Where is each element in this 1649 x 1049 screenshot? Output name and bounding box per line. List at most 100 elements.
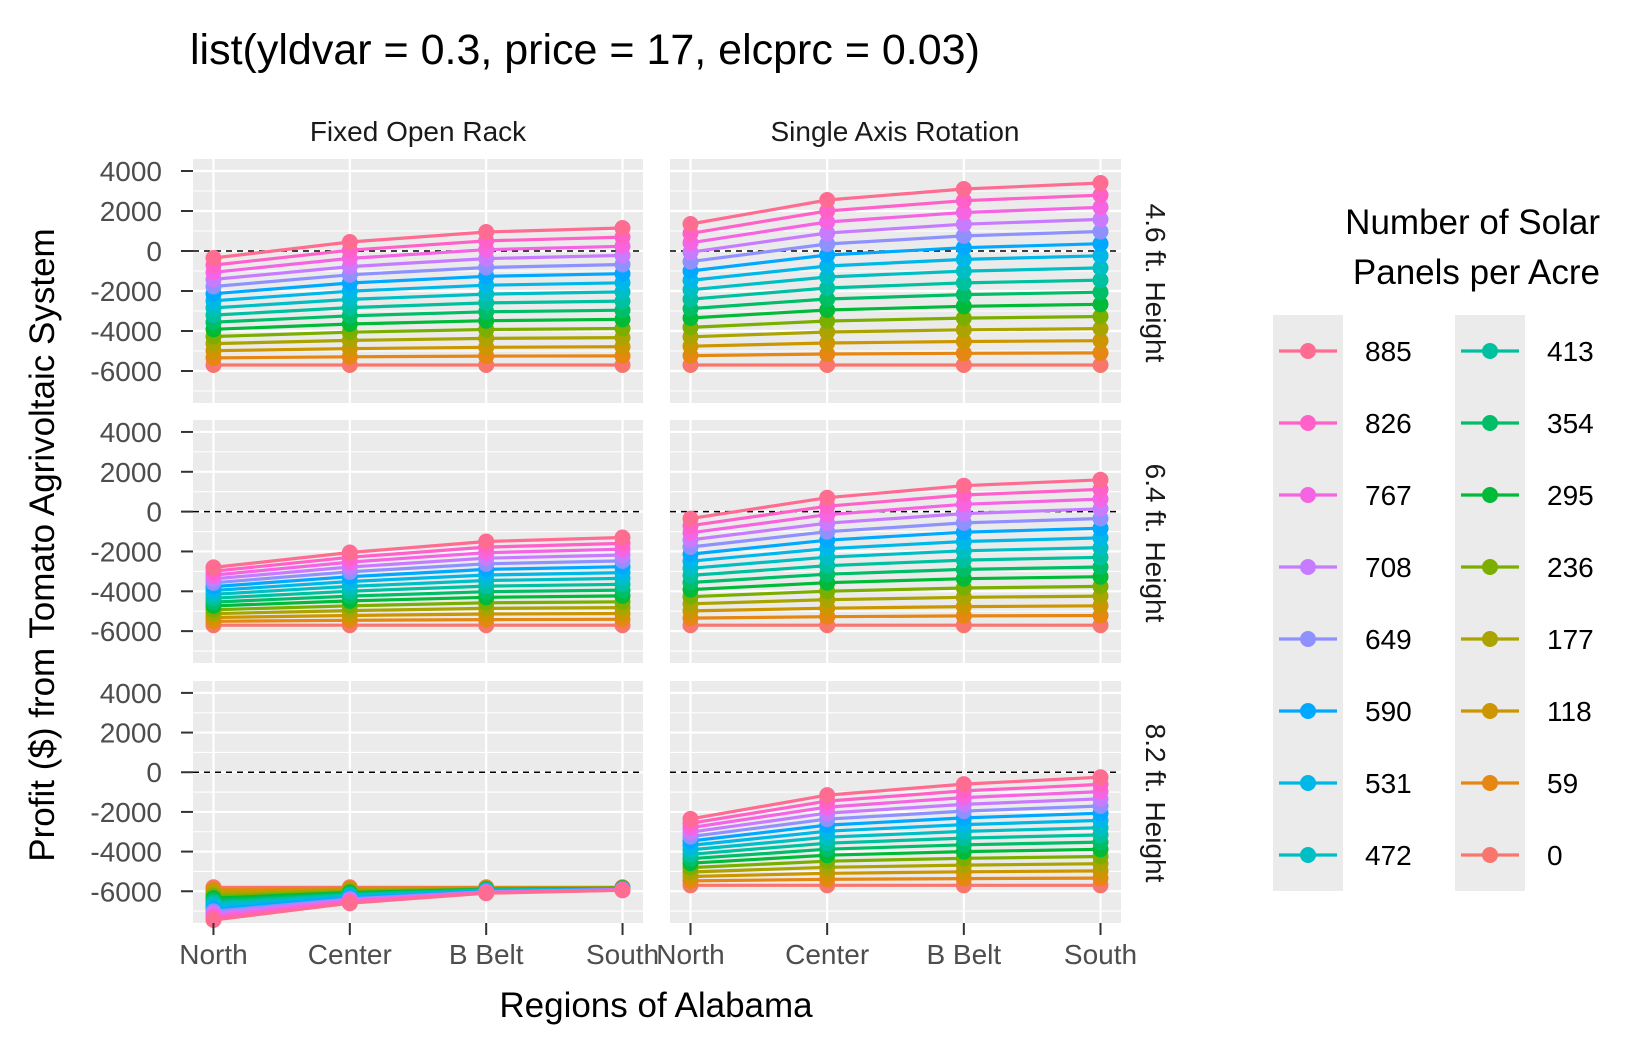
x-axis-title: Regions of Alabama [499, 986, 813, 1025]
x-tick-label: North [179, 939, 247, 970]
data-point-0 [955, 357, 972, 373]
data-point-885 [478, 533, 495, 550]
legend-label: 354 [1547, 408, 1594, 439]
y-tick-label: 0 [146, 497, 162, 528]
data-point-885 [682, 216, 699, 232]
series-line-708 [213, 253, 623, 281]
series-line-708 [690, 217, 1101, 254]
legend-item-531: 531 [1273, 747, 1412, 819]
data-point-0 [819, 357, 836, 373]
series-line-590 [690, 242, 1101, 273]
x-tick-label: Center [785, 939, 869, 970]
data-point-885 [819, 489, 836, 506]
y-tick-label: 2000 [100, 718, 162, 749]
series-line-177 [690, 327, 1101, 339]
facet-row-strip-4-6-ft: 4.6 ft. Height [1140, 204, 1171, 363]
x-tick-label: South [1064, 939, 1137, 970]
y-tick-label: 0 [146, 757, 162, 788]
series-line-885 [213, 888, 623, 922]
plot-title: list(yldvar = 0.3, price = 17, elcprc = … [190, 26, 980, 74]
data-point-885 [341, 895, 358, 912]
y-axes: 4000 2000 0 -2000 -4000 -6000 4000 2000 0 -2000 -4… [90, 156, 193, 907]
data-point-472 [955, 263, 972, 280]
data-point-118 [1092, 332, 1109, 349]
data-point-885 [955, 776, 972, 793]
series-line-649 [690, 804, 1101, 839]
data-point-649 [955, 227, 972, 244]
series-line-413 [213, 299, 623, 317]
facet-col-strip-single-axis-rotation: Single Axis Rotation [770, 116, 1019, 147]
panel-r0-c1 [670, 159, 1121, 403]
series-line-649 [690, 516, 1101, 549]
legend-label: 531 [1365, 768, 1412, 799]
y-tick-label: -6000 [90, 616, 162, 647]
y-tick-label: -6000 [90, 876, 162, 907]
legend-key-point [1300, 487, 1316, 503]
data-point-236 [1092, 308, 1109, 325]
data-point-826 [1092, 187, 1109, 204]
data-point-59 [1092, 344, 1109, 361]
y-axis-title: Profit ($) from Tomato Agrivoltaic Syste… [23, 228, 62, 861]
series-line-590 [690, 526, 1101, 556]
legend-item-708: 708 [1273, 531, 1412, 603]
panel-r2-c0 [193, 681, 643, 928]
data-point-767 [955, 204, 972, 221]
data-point-885 [341, 544, 358, 561]
legend-label: 177 [1547, 624, 1594, 655]
data-point-590 [955, 239, 972, 256]
legend-key-point [1300, 559, 1316, 575]
data-point-885 [614, 220, 631, 236]
x-tick-label: South [586, 939, 659, 970]
legend-item-295: 295 [1455, 459, 1594, 531]
legend-item-236: 236 [1455, 531, 1594, 603]
legend-keys: 8858267677086495905314724133542952361771… [1273, 315, 1594, 891]
series-line-531 [213, 571, 623, 593]
legend-item-590: 590 [1273, 675, 1412, 747]
data-point-590 [819, 247, 836, 263]
x-tick-label: North [656, 939, 724, 970]
panel-background [193, 681, 643, 923]
series-line-177 [213, 606, 623, 616]
data-point-708 [819, 225, 836, 241]
x-tick-label: B Belt [449, 939, 524, 970]
series-line-177 [690, 862, 1101, 874]
data-point-236 [819, 313, 836, 329]
series-line-708 [213, 553, 623, 581]
series-line-531 [213, 281, 623, 303]
series-line-472 [690, 546, 1101, 570]
series-line-59 [213, 354, 623, 360]
legend-label: 767 [1365, 480, 1412, 511]
legend-title-line-1: Number of Solar [1345, 203, 1600, 242]
data-point-413 [819, 280, 836, 296]
series-line-531 [690, 818, 1101, 847]
facet-col-strip-fixed-open-rack: Fixed Open Rack [310, 116, 527, 147]
data-point-708 [1092, 211, 1109, 228]
series-line-118 [213, 611, 623, 620]
data-point-59 [819, 346, 836, 362]
y-tick-label: -6000 [90, 356, 162, 387]
data-point-885 [682, 510, 699, 527]
series-line-354 [213, 588, 623, 604]
y-tick-label: 2000 [100, 196, 162, 227]
series-line-236 [690, 854, 1101, 870]
legend-key-point [1300, 847, 1316, 863]
legend-item-354: 354 [1455, 387, 1594, 459]
data-point-826 [819, 203, 836, 219]
series-line-118 [690, 339, 1101, 348]
data-point-295 [819, 302, 836, 318]
series-line-118 [690, 869, 1101, 879]
series-line-472 [213, 576, 623, 596]
legend-item-826: 826 [1273, 387, 1412, 459]
x-tick-label: B Belt [926, 939, 1001, 970]
y-tick-label: 4000 [100, 678, 162, 709]
data-point-413 [955, 274, 972, 291]
series-line-826 [213, 541, 623, 573]
legend-key-point [1482, 487, 1498, 503]
data-point-354 [819, 291, 836, 307]
y-tick-label: 2000 [100, 457, 162, 488]
series-line-236 [213, 326, 623, 339]
data-point-885 [205, 559, 222, 576]
series-line-708 [690, 507, 1101, 542]
data-point-118 [819, 335, 836, 351]
